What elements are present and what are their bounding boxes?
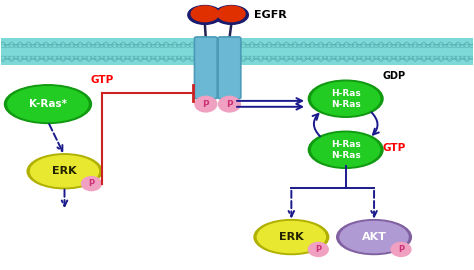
Ellipse shape — [219, 96, 240, 112]
Text: P: P — [202, 100, 209, 109]
Ellipse shape — [309, 131, 383, 168]
Ellipse shape — [312, 82, 380, 115]
Ellipse shape — [82, 177, 101, 191]
Text: GDP: GDP — [382, 71, 405, 81]
Ellipse shape — [214, 5, 248, 24]
Text: H-Ras
N-Ras: H-Ras N-Ras — [331, 89, 361, 109]
Ellipse shape — [30, 156, 99, 187]
Text: EGFR: EGFR — [254, 11, 286, 21]
Bar — [0, 38, 474, 65]
Text: K-Ras*: K-Ras* — [29, 99, 67, 109]
Text: P: P — [315, 245, 321, 254]
Text: AKT: AKT — [362, 232, 386, 242]
Text: P: P — [88, 179, 94, 188]
Ellipse shape — [309, 80, 383, 117]
Text: GTP: GTP — [382, 143, 405, 153]
Ellipse shape — [8, 87, 88, 122]
Ellipse shape — [191, 6, 219, 22]
Ellipse shape — [218, 6, 245, 22]
Text: ERK: ERK — [52, 166, 77, 176]
FancyBboxPatch shape — [218, 37, 241, 99]
Ellipse shape — [195, 96, 217, 112]
Ellipse shape — [27, 154, 102, 189]
Text: P: P — [398, 245, 404, 254]
Ellipse shape — [254, 220, 328, 255]
Text: H-Ras
N-Ras: H-Ras N-Ras — [331, 140, 361, 160]
Ellipse shape — [4, 85, 91, 123]
Ellipse shape — [340, 221, 408, 253]
Ellipse shape — [309, 242, 328, 256]
Text: P: P — [226, 100, 233, 109]
FancyBboxPatch shape — [194, 37, 217, 99]
Ellipse shape — [312, 133, 380, 166]
Text: ERK: ERK — [279, 232, 304, 242]
Ellipse shape — [337, 220, 411, 255]
Ellipse shape — [188, 5, 222, 24]
Ellipse shape — [257, 221, 325, 253]
Text: GTP: GTP — [91, 75, 114, 85]
Ellipse shape — [391, 242, 411, 256]
